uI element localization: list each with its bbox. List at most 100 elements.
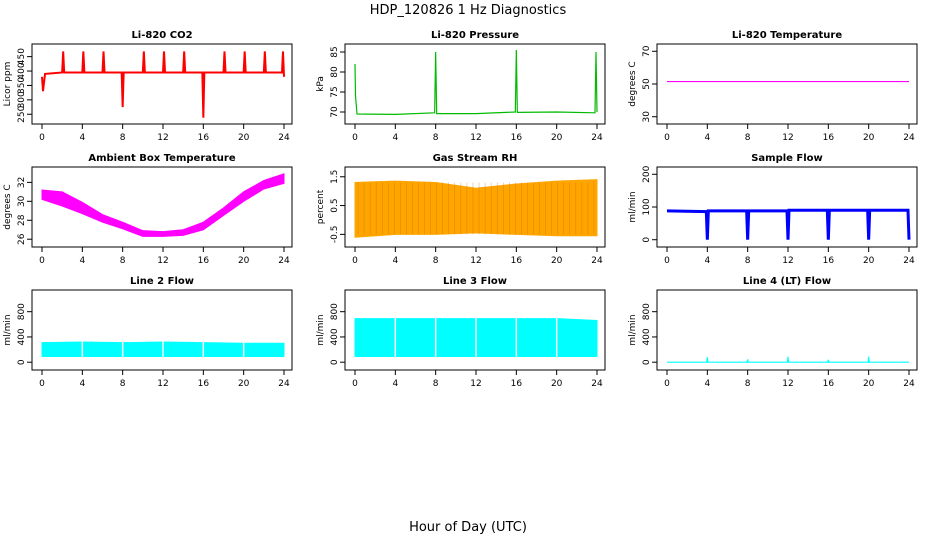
x-tick-label: 4 xyxy=(392,379,398,389)
y-axis-label: ml/min xyxy=(628,191,638,222)
panel-title: Li-820 CO2 xyxy=(131,30,192,41)
y-tick-label: 0 xyxy=(642,237,652,243)
x-tick-label: 24 xyxy=(903,379,915,389)
y-tick-label: 85 xyxy=(330,46,340,57)
x-tick-label: 20 xyxy=(551,256,563,266)
data-line xyxy=(354,49,598,116)
panel-4: Ambient Box Temperature 0 4 8 12 16 20 24 26 28 30… xyxy=(3,153,293,266)
panel-frame xyxy=(344,289,606,371)
x-tick-label: 16 xyxy=(823,133,835,143)
x-tick-label: 8 xyxy=(745,379,751,389)
x-tick-label: 16 xyxy=(511,379,523,389)
y-axis-label: kPa xyxy=(316,76,326,92)
y-tick-label: 100 xyxy=(642,198,652,215)
x-tick-label: 4 xyxy=(79,256,85,266)
x-tick-label: 16 xyxy=(198,379,210,389)
x-tick-label: 8 xyxy=(745,256,751,266)
y-tick-label: 0 xyxy=(642,359,652,365)
x-tick-label: 24 xyxy=(278,379,290,389)
y-tick-label: 0 xyxy=(17,359,27,365)
y-tick-label: 450 xyxy=(17,48,27,65)
data-line xyxy=(666,208,911,240)
x-tick-label: 24 xyxy=(591,256,603,266)
panel-6: Sample Flow 0 4 8 12 16 20 24 0 100 200 ml/min xyxy=(628,153,918,266)
x-tick-label: 8 xyxy=(433,379,439,389)
x-tick-label: 20 xyxy=(551,379,563,389)
x-tick-label: 12 xyxy=(782,256,793,266)
y-tick-label: 350 xyxy=(17,77,27,94)
x-tick-label: 16 xyxy=(511,256,523,266)
panel-5: Gas Stream RH 0 4 8 12 16 20 24 -0.5 0.5 1.5 percen… xyxy=(316,153,606,266)
x-tick-label: 8 xyxy=(120,379,126,389)
x-tick-label: 4 xyxy=(79,133,85,143)
y-tick-label: 32 xyxy=(17,177,27,188)
panel-7: Line 2 Flow 0 4 8 12 16 20 24 0 400 800 ml/min xyxy=(3,276,293,389)
y-tick-label: 70 xyxy=(330,106,340,118)
y-axis-label: percent xyxy=(316,189,326,224)
y-tick-label: 28 xyxy=(17,214,27,226)
x-tick-label: 20 xyxy=(238,256,250,266)
x-tick-label: 20 xyxy=(238,379,250,389)
x-tick-label: 4 xyxy=(79,379,85,389)
y-tick-label: -0.5 xyxy=(330,226,340,244)
panel-frame xyxy=(344,166,606,248)
x-tick-label: 20 xyxy=(863,256,875,266)
y-tick-label: 70 xyxy=(642,45,652,57)
x-tick-label: 12 xyxy=(157,133,168,143)
x-tick-label: 12 xyxy=(470,133,481,143)
y-tick-label: 1.5 xyxy=(330,170,340,184)
x-tick-label: 24 xyxy=(903,133,915,143)
y-tick-label: 26 xyxy=(17,233,27,245)
y-tick-label: 50 xyxy=(642,78,652,90)
x-tick-label: 20 xyxy=(863,379,875,389)
x-tick-label: 16 xyxy=(198,133,210,143)
figure-xlabel: Hour of Day (UTC) xyxy=(409,520,527,535)
panel-title: Li-820 Pressure xyxy=(431,30,519,41)
x-tick-label: 0 xyxy=(664,133,670,143)
y-axis-label: ml/min xyxy=(628,314,638,345)
figure-title: HDP_120826 1 Hz Diagnostics xyxy=(370,3,567,18)
panel-frame xyxy=(31,43,293,125)
x-tick-label: 24 xyxy=(903,256,915,266)
x-tick-label: 20 xyxy=(238,133,250,143)
x-tick-label: 12 xyxy=(157,379,168,389)
data-band xyxy=(41,173,285,237)
x-tick-label: 12 xyxy=(782,379,793,389)
y-tick-label: 75 xyxy=(330,86,340,97)
x-tick-label: 16 xyxy=(823,256,835,266)
y-tick-label: 800 xyxy=(17,303,27,320)
panel-title: Ambient Box Temperature xyxy=(88,153,235,164)
y-tick-label: 300 xyxy=(17,91,27,108)
y-tick-label: 250 xyxy=(17,105,27,122)
y-tick-label: 30 xyxy=(642,111,652,123)
panel-title: Line 3 Flow xyxy=(443,276,507,287)
x-tick-label: 0 xyxy=(664,379,670,389)
panel-title: Gas Stream RH xyxy=(433,153,518,164)
x-tick-label: 0 xyxy=(39,133,45,143)
y-tick-label: 0.5 xyxy=(330,198,340,212)
y-axis-label: degrees C xyxy=(628,61,638,106)
x-tick-label: 8 xyxy=(433,133,439,143)
y-axis-label: Licor ppm xyxy=(3,62,13,107)
panel-frame xyxy=(31,166,293,248)
x-tick-label: 16 xyxy=(511,133,523,143)
x-tick-label: 16 xyxy=(823,379,835,389)
x-tick-label: 4 xyxy=(704,133,710,143)
y-tick-label: 200 xyxy=(642,165,652,182)
panel-frame xyxy=(344,43,606,125)
panel-frame xyxy=(656,289,918,371)
panel-title: Line 2 Flow xyxy=(130,276,194,287)
y-tick-label: 80 xyxy=(330,66,340,78)
x-tick-label: 4 xyxy=(704,256,710,266)
y-tick-label: 800 xyxy=(642,303,652,320)
y-axis-label: degrees C xyxy=(3,184,13,229)
x-tick-label: 24 xyxy=(591,379,603,389)
panel-9: Line 4 (LT) Flow 0 4 8 12 16 20 24 0 400 800 ml/min xyxy=(628,276,918,389)
y-tick-label: 400 xyxy=(17,328,27,345)
x-tick-label: 0 xyxy=(39,256,45,266)
panel-frame xyxy=(656,43,918,125)
y-axis-label: ml/min xyxy=(3,314,13,345)
x-tick-label: 12 xyxy=(157,256,168,266)
